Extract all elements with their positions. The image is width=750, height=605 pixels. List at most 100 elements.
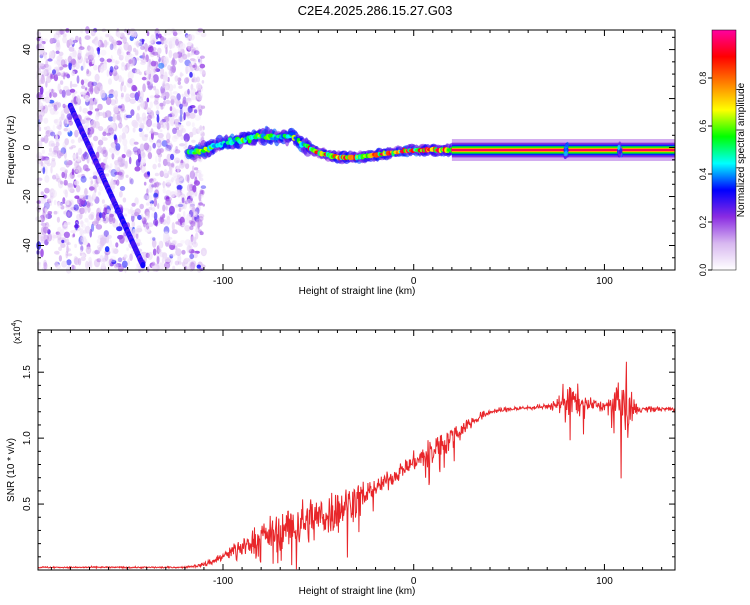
noise-speckle [128, 59, 133, 64]
noise-speckle [120, 92, 124, 98]
noise-speckle [136, 112, 140, 122]
noise-speckle [79, 195, 84, 199]
noise-speckle [93, 183, 99, 188]
noise-speckle [50, 165, 53, 174]
noise-speckle [44, 222, 50, 228]
noise-speckle [45, 166, 48, 175]
noise-speckle [117, 31, 121, 39]
noise-speckle [93, 98, 98, 106]
noise-speckle [62, 36, 67, 44]
noise-speckle [40, 222, 47, 227]
noise-speckle [130, 178, 134, 185]
noise-speckle [146, 266, 150, 273]
noise-speckle [88, 260, 93, 270]
noise-speckle [115, 114, 121, 121]
spec-xtick-label: 0 [411, 276, 417, 287]
noise-speckle [152, 163, 157, 170]
noise-speckle [61, 260, 68, 268]
noise-speckle [108, 239, 113, 248]
noise-speckle [73, 53, 77, 60]
noise-speckle [129, 28, 136, 34]
noise-speckle [199, 70, 206, 75]
noise-speckle [113, 72, 119, 82]
noise-speckle [68, 46, 75, 52]
noise-speckle [172, 29, 177, 35]
spec-ytick-label: 20 [22, 93, 33, 105]
noise-speckle [182, 200, 187, 210]
noise-speckle [165, 205, 168, 211]
noise-speckle [193, 211, 198, 218]
noise-speckle [102, 149, 108, 158]
noise-speckle [84, 218, 89, 223]
noise-speckle [169, 91, 173, 97]
noise-speckle [66, 245, 69, 254]
noise-speckle [191, 206, 196, 213]
noise-speckle [87, 221, 91, 227]
noise-speckle [128, 156, 132, 165]
noise-speckle [40, 235, 47, 241]
noise-speckle [87, 110, 93, 115]
noise-speckle [82, 240, 89, 246]
noise-speckle [189, 204, 195, 210]
noise-speckle [151, 261, 156, 267]
noise-speckle [108, 127, 114, 135]
noise-speckle [99, 57, 105, 62]
noise-speckle [179, 43, 186, 50]
noise-speckle [98, 191, 101, 196]
noise-speckle [119, 234, 125, 244]
noise-speckle [161, 80, 166, 88]
noise-speckle [175, 38, 179, 46]
noise-speckle [80, 175, 87, 183]
noise-speckle [83, 229, 87, 234]
noise-speckle [40, 76, 46, 84]
noise-speckle [63, 189, 68, 195]
noise-speckle [56, 201, 63, 208]
noise-speckle [177, 174, 181, 178]
svg-text:(x104): (x104) [11, 320, 22, 344]
snr-xtick-label: 100 [596, 576, 613, 587]
noise-speckle [135, 233, 139, 239]
noise-speckle [143, 181, 147, 186]
snr-multiplier: (x104) [11, 320, 22, 344]
noise-speckle [193, 180, 200, 186]
noise-speckle [114, 97, 119, 105]
noise-speckle [73, 204, 79, 211]
noise-speckle [85, 70, 92, 77]
noise-speckle [183, 133, 190, 142]
noise-speckle [163, 86, 170, 91]
noise-speckle [158, 240, 163, 250]
colorbar-tick-label: 0.4 [698, 168, 708, 181]
noise-speckle [189, 253, 195, 260]
noise-speckle [59, 29, 65, 35]
noise-speckle [75, 165, 82, 174]
noise-speckle [142, 220, 147, 228]
noise-speckle [99, 254, 104, 263]
noise-speckle [52, 110, 59, 115]
spec-ytick-label: -20 [22, 189, 33, 204]
noise-speckle [86, 68, 90, 75]
noise-speckle [60, 180, 63, 185]
spec-ytick-label: -40 [22, 238, 33, 253]
noise-speckle [183, 146, 188, 150]
noise-speckle [50, 189, 57, 198]
noise-speckle [66, 73, 71, 79]
noise-speckle [56, 59, 61, 66]
noise-speckle [41, 138, 48, 142]
noise-speckle [48, 50, 55, 59]
noise-speckle [84, 94, 90, 103]
noise-speckle [111, 184, 116, 190]
noise-speckle [97, 112, 104, 116]
noise-speckle [147, 251, 153, 260]
noise-speckle [161, 257, 165, 264]
noise-speckle [76, 75, 80, 84]
spec-ytick-label: 40 [22, 44, 33, 56]
noise-speckle [187, 245, 193, 251]
noise-speckle [116, 48, 122, 56]
noise-speckle [128, 177, 132, 184]
noise-speckle [69, 80, 73, 89]
noise-speckle [80, 91, 86, 96]
noise-speckle [72, 39, 78, 44]
noise-speckle [55, 134, 58, 143]
noise-speckle [47, 152, 53, 156]
noise-speckle [124, 94, 130, 103]
